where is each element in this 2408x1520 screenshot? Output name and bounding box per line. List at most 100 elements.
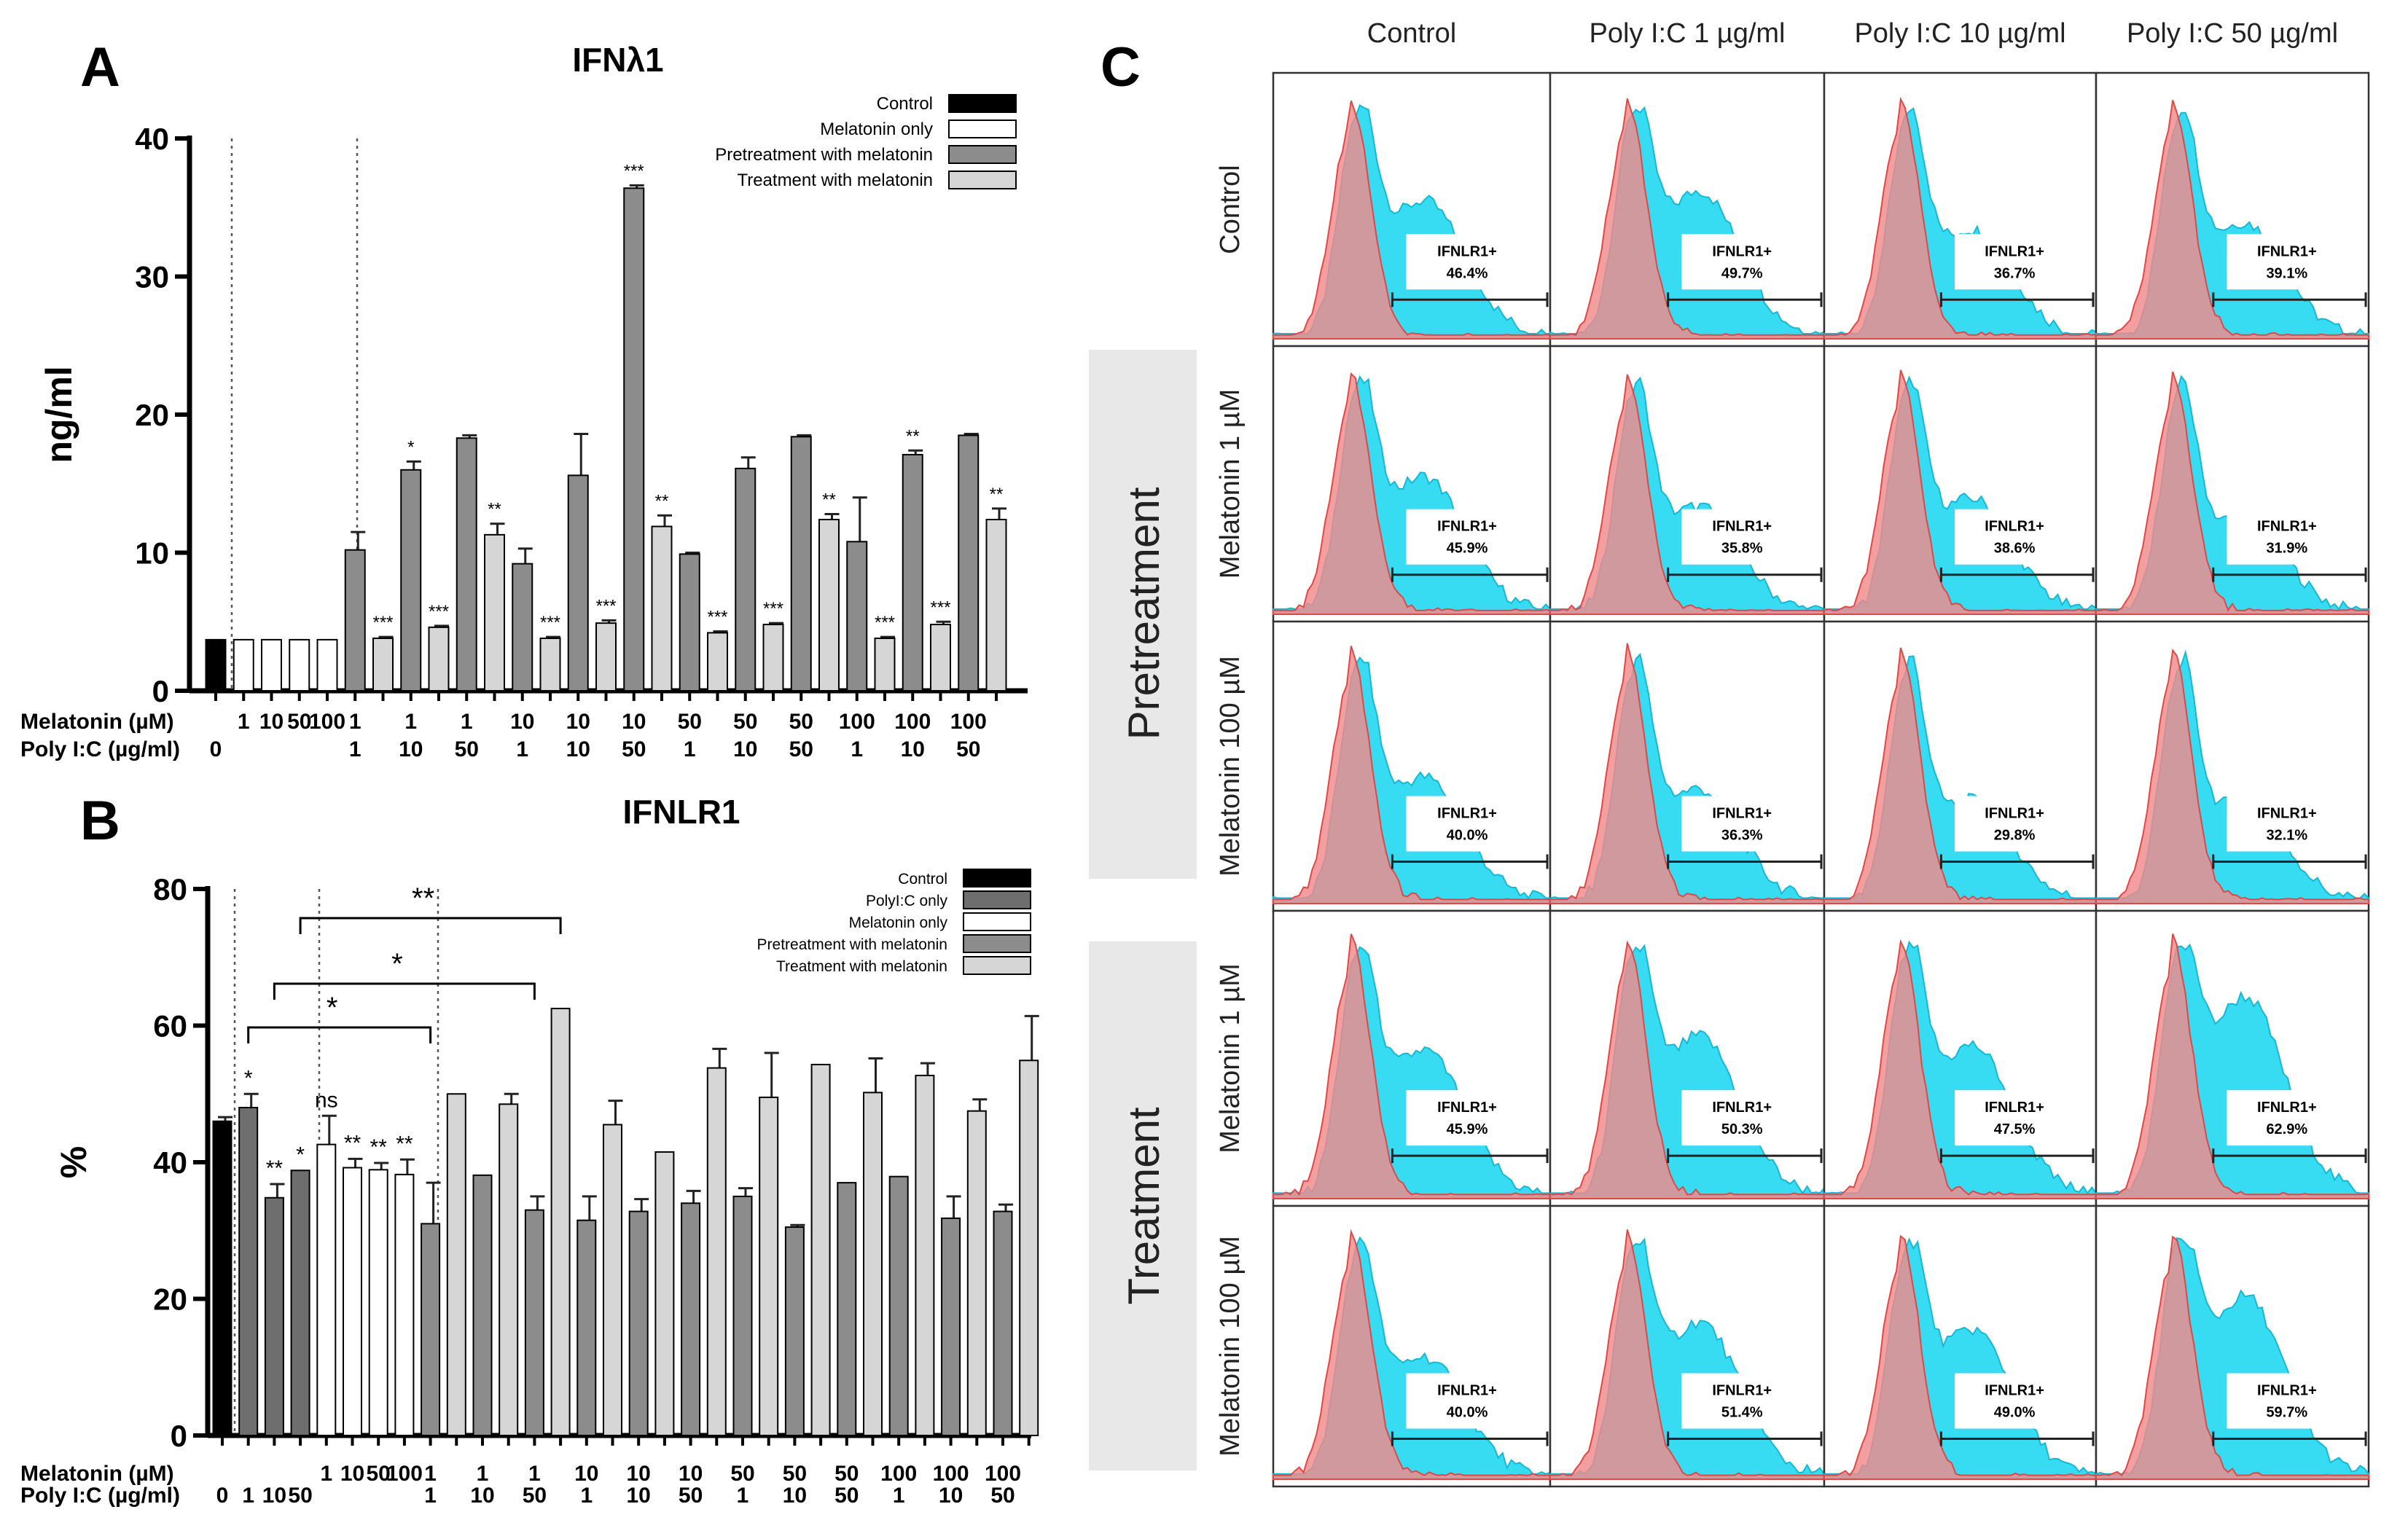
control-histogram: [2095, 100, 2369, 340]
gate-percentage: 35.8%: [1721, 541, 1763, 557]
melatonin-dose: 100: [985, 1462, 1021, 1486]
row-label: Melatonin 100 µM: [1215, 656, 1246, 877]
control-histogram: [1273, 372, 1551, 615]
gate-percentage: 49.7%: [1721, 265, 1763, 281]
bar: [759, 1096, 779, 1436]
bar: [966, 1110, 987, 1436]
control-histogram: [2095, 1235, 2369, 1480]
histogram-cell: IFNLR1+ 47.5%: [1823, 909, 2098, 1207]
control-histogram: [1549, 643, 1825, 904]
gate-label: IFNLR1+: [1712, 243, 1772, 259]
legend-swatch: [963, 912, 1031, 931]
polyic-dose: 50: [523, 1484, 547, 1508]
histogram-cell: IFNLR1+ 32.1%: [2095, 620, 2370, 912]
polyic-dose: 10: [627, 1484, 651, 1508]
bar: [261, 638, 282, 692]
gate-label: IFNLR1+: [1985, 806, 2044, 822]
polyic-dose: 1: [851, 737, 863, 761]
control-histogram: [2095, 371, 2369, 615]
histogram-cell: IFNLR1+ 35.8%: [1549, 345, 1826, 623]
significance-label: ***: [875, 613, 895, 632]
melatonin-dose: 1: [461, 710, 473, 734]
gate-percentage: 29.8%: [1994, 828, 2036, 844]
chart-title: IFNλ1: [572, 41, 663, 79]
gate-percentage: 38.6%: [1994, 541, 2036, 557]
histogram-cell: IFNLR1+ 51.4%: [1549, 1204, 1826, 1488]
panel-c-histograms: Control Poly I:C 1 µg/ml Poly I:C 10 µg/ml…: [1119, 18, 2370, 1488]
gate-label-box: [1955, 796, 2075, 852]
histogram-cell: IFNLR1+ 36.3%: [1549, 620, 1826, 912]
legend-label: Control: [877, 94, 933, 114]
bar: [456, 437, 477, 692]
control-histogram: [1273, 1229, 1551, 1480]
bar: [394, 1173, 415, 1436]
significance-label: **: [655, 491, 669, 511]
significance-label: **: [266, 1156, 284, 1180]
bar: [400, 469, 422, 692]
comparison-bracket: [247, 1026, 432, 1043]
bar: [941, 1217, 961, 1436]
gate-label-box: [1406, 796, 1528, 852]
bar: [232, 638, 254, 692]
y-tick-label: 0: [171, 1419, 187, 1453]
histogram-cell: IFNLR1+ 36.7%: [1823, 71, 2098, 348]
y-tick-label: 40: [135, 122, 169, 156]
polyic-dose: 0: [216, 1484, 229, 1508]
bar: [902, 453, 923, 692]
bar: [264, 1196, 284, 1436]
bar: [484, 533, 505, 692]
row-label: Melatonin 1 µM: [1215, 963, 1246, 1153]
gate-label-box: [1955, 1090, 2075, 1146]
bar: [810, 1063, 831, 1436]
polyic-dose: 1: [580, 1484, 593, 1508]
control-histogram: [1823, 369, 2097, 615]
legend-swatch: [948, 145, 1017, 164]
polyic-dose: 50: [288, 1484, 312, 1508]
legend-label: Melatonin only: [820, 120, 933, 139]
bar: [818, 519, 840, 692]
legend-swatch: [948, 120, 1017, 138]
significance-label: ***: [707, 608, 727, 627]
melatonin-dose: 10: [627, 1462, 651, 1486]
melatonin-dose: 1: [404, 710, 417, 734]
polyic-dose: 10: [262, 1484, 286, 1508]
bar: [238, 1107, 259, 1436]
gate-label-box: [2227, 1090, 2348, 1146]
polyic-dose: 1: [737, 1484, 749, 1508]
histogram-cell: IFNLR1+ 39.1%: [2095, 71, 2370, 348]
polyic-dose: 1: [516, 737, 528, 761]
y-tick-label: 80: [153, 872, 187, 906]
bar: [623, 187, 645, 692]
melatonin-dose: 100: [880, 1462, 917, 1486]
bracket-label: *: [327, 992, 338, 1024]
gate-label: IFNLR1+: [2257, 806, 2317, 822]
control-histogram: [1823, 939, 2097, 1199]
control-histogram: [1823, 1234, 2097, 1480]
legend-swatch: [963, 890, 1031, 909]
bracket-label: **: [412, 882, 434, 914]
gate-label-box: [1681, 1090, 1802, 1146]
row-label-melatonin: Melatonin (µM): [20, 710, 174, 734]
histogram-cell: IFNLR1+ 31.9%: [2095, 345, 2370, 623]
polyic-dose: 10: [901, 737, 925, 761]
y-tick-label: 10: [135, 536, 169, 571]
row-label: Melatonin 1 µM: [1215, 389, 1246, 579]
control-histogram: [1549, 98, 1825, 340]
gate-label: IFNLR1+: [2257, 1383, 2317, 1399]
melatonin-dose: 50: [287, 710, 311, 734]
gate-percentage: 59.7%: [2266, 1405, 2307, 1421]
bar: [930, 624, 951, 692]
histogram-cell: IFNLR1+ 40.0%: [1272, 1204, 1552, 1488]
significance-label: ***: [372, 613, 393, 632]
control-histogram: [1273, 933, 1551, 1199]
gate-percentage: 31.9%: [2266, 541, 2307, 557]
bar: [874, 637, 896, 692]
polyic-dose: 10: [566, 737, 590, 761]
histogram-cell: IFNLR1+ 46.4%: [1272, 71, 1552, 348]
polyic-dose: 50: [455, 737, 479, 761]
histogram-cell: IFNLR1+ 59.7%: [2095, 1204, 2370, 1488]
polyic-dose: 1: [424, 1484, 437, 1508]
gate-label-box: [1681, 234, 1802, 290]
polyic-dose: 50: [990, 1484, 1015, 1508]
